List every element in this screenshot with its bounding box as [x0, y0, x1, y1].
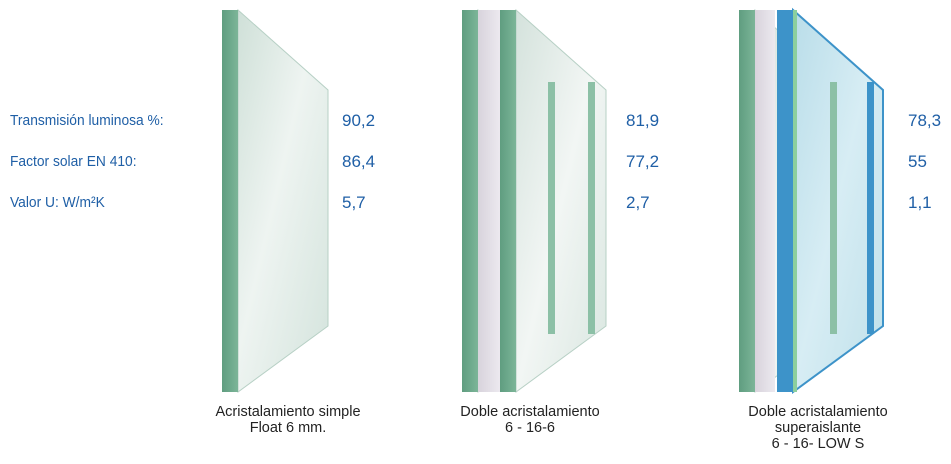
value-solar-factor-single: 86,4 [342, 152, 376, 171]
caption-double-line-2: 6 - 16-6 [505, 420, 555, 436]
value-light-transmission-double: 81,9 [626, 111, 660, 130]
value-solar-factor-double: 77,2 [626, 152, 660, 171]
value-u-value-double: 2,7 [626, 193, 650, 212]
caption-single-glazing: Acristalamiento simple Float 6 mm. [178, 404, 398, 436]
caption-single-line-1: Acristalamiento simple [215, 404, 361, 420]
label-solar-factor: Factor solar EN 410: [10, 153, 137, 170]
value-light-transmission-single: 90,2 [342, 111, 376, 130]
caption-double-line-1: Doble acristalamiento [460, 404, 600, 420]
label-light-transmission: Transmisión luminosa %: [10, 112, 164, 129]
caption-low-e-line-1: Doble acristalamiento [748, 404, 888, 420]
value-u-value-single: 5,7 [342, 193, 366, 212]
caption-low-e-glazing: Doble acristalamiento superaislante 6 - … [708, 404, 928, 452]
value-u-value-low-e: 1,1 [908, 193, 932, 212]
double-glazing-illustration [462, 8, 607, 393]
caption-low-e-line-3: 6 - 16- LOW S [771, 436, 865, 452]
single-glass-pane-illustration [222, 8, 329, 393]
caption-single-line-2: Float 6 mm. [249, 420, 327, 436]
caption-low-e-line-2: superaislante [774, 420, 862, 436]
low-e-double-glazing-illustration [739, 7, 884, 394]
caption-double-glazing: Doble acristalamiento 6 - 16-6 [420, 404, 640, 436]
value-solar-factor-low-e: 55 [908, 152, 927, 171]
label-u-value: Valor U: W/m²K [10, 194, 105, 211]
value-light-transmission-low-e: 78,3 [908, 111, 942, 130]
